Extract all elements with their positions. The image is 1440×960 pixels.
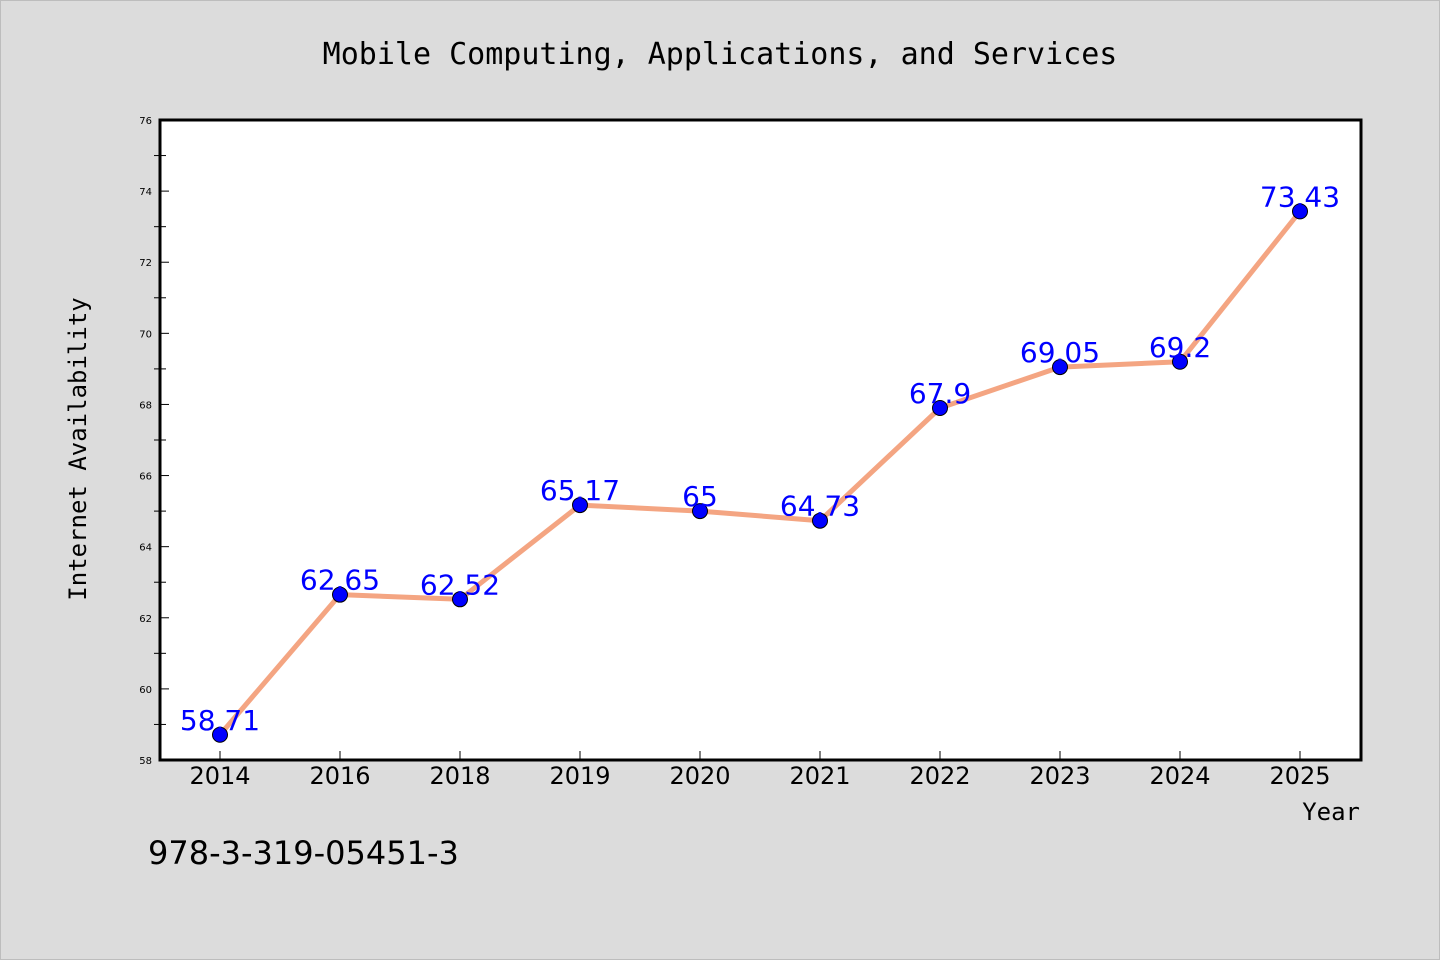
y-tick-label: 68	[139, 400, 152, 411]
data-label: 65.17	[540, 474, 620, 507]
data-point	[812, 512, 828, 529]
data-labels-layer: 58.71 62.65 62.52 65.17 65 64.73 67.9 69.05 69.2…	[180, 180, 1340, 736]
x-tick-label: 2020	[669, 762, 730, 790]
data-point	[572, 497, 588, 514]
y-tick-label: 62	[139, 614, 152, 625]
x-tick-label: 2022	[909, 762, 970, 790]
x-tick-label: 2018	[429, 762, 490, 790]
y-tick-label: 64	[139, 543, 152, 554]
y-axis-label: Internet Availability	[64, 297, 92, 600]
data-label: 69.2	[1149, 331, 1211, 364]
data-point	[1292, 203, 1308, 220]
data-point	[932, 400, 948, 416]
x-axis-label: Year	[1302, 798, 1360, 826]
y-tick-label: 76	[139, 116, 152, 127]
data-label: 67.9	[909, 377, 971, 410]
y-tick-label: 60	[139, 685, 152, 696]
x-axis-ticks: 2014 2016 2018 2019 2020 2021 2022 2023 2024 2025	[189, 751, 1331, 790]
data-label: 58.71	[180, 704, 260, 737]
data-point	[692, 503, 708, 520]
y-tick-label: 66	[139, 472, 152, 483]
plot-frame	[158, 118, 1363, 762]
y-tick-label: 74	[139, 187, 152, 198]
data-point	[212, 726, 228, 743]
x-tick-label: 2023	[1029, 762, 1090, 790]
x-tick-label: 2024	[1149, 762, 1210, 790]
data-point	[1172, 353, 1188, 370]
x-tick-label: 2016	[309, 762, 370, 790]
x-tick-label: 2025	[1269, 762, 1330, 790]
series-layer	[212, 203, 1308, 743]
data-label: 62.65	[300, 564, 380, 597]
y-tick-label: 72	[139, 258, 152, 269]
data-label: 69.05	[1020, 336, 1100, 369]
x-tick-label: 2014	[189, 762, 250, 790]
data-label: 62.52	[420, 568, 500, 601]
data-label: 65	[682, 480, 718, 513]
plot-area	[160, 120, 1361, 760]
x-tick-label: 2019	[549, 762, 610, 790]
data-label: 73.43	[1260, 180, 1340, 213]
y-tick-label: 58	[139, 756, 152, 767]
isbn-annotation: 978-3-319-05451-3	[148, 834, 459, 872]
data-label: 64.73	[780, 490, 860, 523]
chart-title: Mobile Computing, Applications, and Serv…	[323, 37, 1118, 72]
x-tick-label: 2021	[789, 762, 850, 790]
y-tick-label: 70	[139, 329, 152, 340]
series-line	[217, 208, 1303, 738]
data-point	[452, 591, 468, 608]
data-point	[1052, 359, 1068, 376]
data-point	[332, 586, 348, 603]
